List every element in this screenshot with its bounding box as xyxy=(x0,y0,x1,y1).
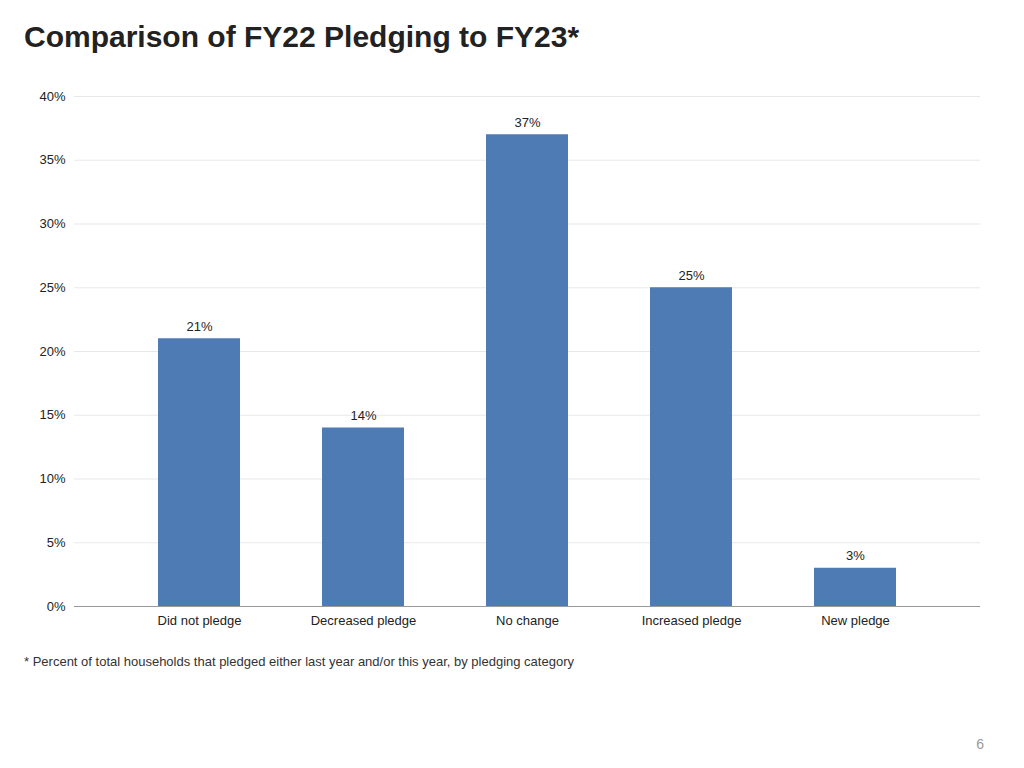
html-text:6: 6 xyxy=(976,736,984,752)
svg-text:Decreased pledge: Decreased pledge xyxy=(311,613,417,628)
svg-text:25%: 25% xyxy=(39,280,65,295)
svg-text:0%: 0% xyxy=(47,599,66,614)
svg-text:15%: 15% xyxy=(39,407,65,422)
svg-text:37%: 37% xyxy=(514,115,540,130)
svg-text:New pledge: New pledge xyxy=(821,613,890,628)
svg-text:3%: 3% xyxy=(846,548,865,563)
svg-text:14%: 14% xyxy=(350,408,376,423)
svg-text:No change: No change xyxy=(496,613,559,628)
svg-text:5%: 5% xyxy=(47,535,66,550)
html-text:* Percent of total households: * Percent of total households that pledg… xyxy=(24,654,574,669)
svg-text:Increased pledge: Increased pledge xyxy=(642,613,742,628)
svg-text:25%: 25% xyxy=(678,268,704,283)
svg-text:21%: 21% xyxy=(186,319,212,334)
svg-text:40%: 40% xyxy=(39,89,65,104)
svg-text:20%: 20% xyxy=(39,344,65,359)
html-text:Comparison of FY22 Pledging to: Comparison of FY22 Pledging to FY23* xyxy=(24,20,580,53)
svg-text:35%: 35% xyxy=(39,152,65,167)
svg-text:Did not pledge: Did not pledge xyxy=(158,613,242,628)
svg-text:10%: 10% xyxy=(39,471,65,486)
svg-text:30%: 30% xyxy=(39,216,65,231)
